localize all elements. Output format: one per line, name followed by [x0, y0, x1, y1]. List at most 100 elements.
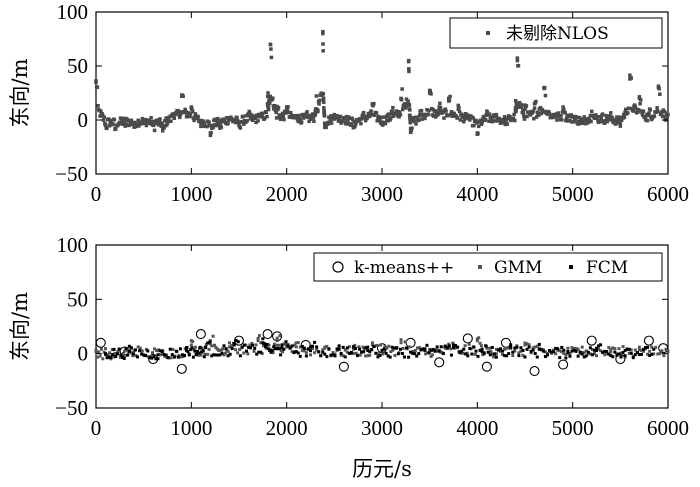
data-point-fill-nlos: [213, 117, 217, 121]
data-point-fill-fcm: [170, 353, 174, 357]
data-point-fill-nlos: [594, 113, 598, 117]
data-point-fill-gmm: [424, 352, 428, 356]
data-point-fill-fcm: [228, 352, 232, 356]
data-point-fill-fcm: [562, 348, 566, 352]
data-point-fill-gmm: [429, 354, 433, 358]
data-point-fill-fcm: [429, 348, 433, 352]
data-point-fill-nlos: [123, 124, 128, 128]
data-point-fill-nlos: [582, 115, 586, 119]
data-point-fill-fcm: [306, 347, 310, 351]
data-point-fill-nlos: [404, 106, 408, 110]
data-point-fill-fcm: [266, 347, 270, 351]
data-point-nlos: [408, 126, 413, 131]
data-point-fcm: [566, 349, 570, 353]
data-point-fill-nlos: [391, 105, 395, 110]
data-point-fill-nlos: [456, 103, 461, 108]
data-point-fill-fcm: [597, 344, 601, 348]
data-point-fill-fcm: [601, 350, 605, 354]
data-point-fill-gmm: [660, 349, 664, 353]
data-point-kmeans: [338, 361, 349, 372]
data-point-fill-gmm: [204, 343, 208, 347]
data-point-fill-gmm: [605, 351, 609, 355]
data-point-fill-fcm: [572, 348, 576, 352]
data-point-fill-fcm: [195, 349, 199, 353]
data-point-fcm: [156, 353, 160, 357]
data-point-fill-nlos: [273, 103, 277, 108]
data-point-fill-fcm: [180, 353, 184, 357]
data-point-fill-fcm: [480, 347, 484, 351]
data-point-fill-fcm: [191, 355, 195, 359]
data-point-fill-fcm: [362, 350, 366, 354]
data-point-fill-gmm: [138, 346, 142, 350]
data-point-fill-gmm: [370, 341, 374, 345]
data-point-fill-nlos: [374, 111, 379, 115]
data-point-fill-nlos: [660, 110, 664, 114]
data-point-fill-gmm: [136, 345, 140, 349]
data-point-fill-nlos: [199, 118, 204, 123]
data-point-fill-fcm: [378, 354, 382, 358]
data-point-fill-nlos: [154, 121, 159, 126]
data-point-fill-nlos: [539, 111, 544, 116]
data-point-fill-nlos: [564, 116, 569, 120]
data-point-fill-nlos: [370, 113, 374, 117]
data-point-fill-fcm: [625, 347, 629, 351]
data-point-fill-gmm: [250, 341, 254, 345]
data-point-fill-fcm: [423, 347, 427, 351]
legend-bottom: k-means++ GMM FCM: [313, 252, 663, 282]
data-point-fill-fcm: [164, 353, 168, 357]
data-point-nlos: [647, 112, 651, 117]
data-point-fill-fcm: [417, 352, 421, 356]
data-point-fill-nlos: [408, 116, 412, 121]
y-tick-label: 0: [78, 342, 89, 366]
data-point-fill-gmm: [206, 352, 210, 356]
data-point-fill-nlos: [397, 115, 401, 119]
data-point-fill-fcm: [431, 347, 435, 351]
data-point-fill-fcm: [321, 350, 325, 354]
data-point-fill-fcm: [313, 340, 317, 344]
data-point-fill-nlos: [641, 109, 646, 113]
data-point-fill-nlos: [534, 99, 538, 104]
data-point-fill-gmm: [556, 348, 560, 352]
data-point-kmeans: [481, 361, 492, 372]
data-point-fill-nlos: [444, 109, 448, 113]
data-point-fill-nlos: [239, 120, 244, 124]
data-point-gmm: [523, 343, 527, 347]
data-point-nlos: [342, 116, 346, 120]
data-point-fill-fcm: [533, 351, 537, 355]
data-point-fill-nlos: [127, 123, 132, 128]
data-point-fill-fcm: [325, 355, 329, 359]
x-tick-label: 5000: [552, 182, 594, 206]
data-point-fill-nlos: [505, 122, 510, 126]
data-point-fill-gmm: [519, 349, 523, 353]
data-point-fill-fcm: [644, 346, 648, 350]
data-point-nlos: [656, 85, 661, 90]
data-point-fill-gmm: [271, 351, 275, 355]
data-point-nlos: [113, 126, 117, 131]
data-point-fill-gmm: [590, 348, 594, 352]
data-point-gmm: [323, 345, 327, 349]
data-point-fill-fcm: [201, 349, 205, 353]
data-point-fill-nlos: [417, 118, 421, 123]
data-point-fill-fcm: [380, 348, 384, 352]
data-point-fill-gmm: [302, 349, 306, 353]
legend-box-bottom: [313, 252, 663, 282]
data-point-fill-nlos: [162, 126, 166, 130]
data-point-fill-nlos: [532, 106, 537, 110]
legend-label-fcm: FCM: [586, 258, 628, 278]
data-point-fill-nlos: [515, 101, 519, 106]
data-point-fill-gmm: [259, 341, 263, 345]
y-tick-label: 50: [67, 54, 88, 78]
data-point-fill-fcm: [470, 352, 474, 356]
data-point-fill-gmm: [650, 345, 654, 349]
data-point-fill-nlos: [261, 111, 265, 116]
data-point-fill-fcm: [372, 345, 376, 349]
data-point-fill-gmm: [212, 343, 216, 347]
data-point-fill-fcm: [409, 350, 413, 354]
data-point-nlos: [313, 109, 318, 114]
data-point-fill-nlos: [609, 111, 613, 115]
data-point-fill-nlos: [215, 120, 219, 124]
data-point-fill-gmm: [633, 348, 637, 352]
data-point-fill-fcm: [234, 339, 238, 343]
data-point-fill-fcm: [341, 345, 345, 349]
